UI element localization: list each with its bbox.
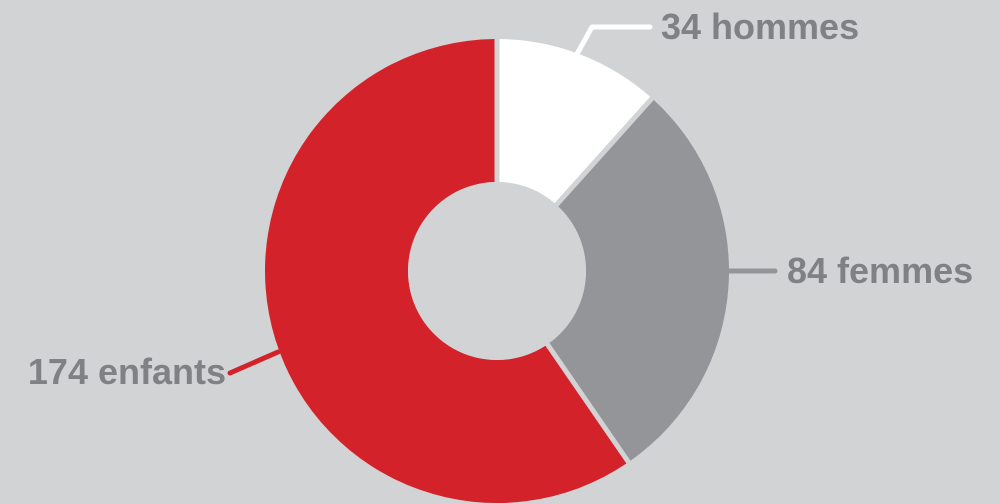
slice-label-2: 84 femmes — [787, 250, 973, 291]
leader-lines-layer — [227, 24, 778, 376]
pie-slice-2 — [549, 100, 729, 461]
slices-layer — [264, 39, 729, 503]
pie-slice-3 — [264, 39, 627, 503]
slice-label-3: 174 enfants — [28, 351, 226, 392]
leader-line-3 — [227, 349, 281, 376]
slice-label-1: 34 hommes — [661, 6, 859, 47]
pie-slice-1 — [499, 39, 651, 204]
leader-line-1 — [574, 24, 653, 57]
labels-layer: 34 hommes 84 femmes 174 enfants — [28, 6, 973, 392]
donut-hole — [408, 182, 586, 360]
